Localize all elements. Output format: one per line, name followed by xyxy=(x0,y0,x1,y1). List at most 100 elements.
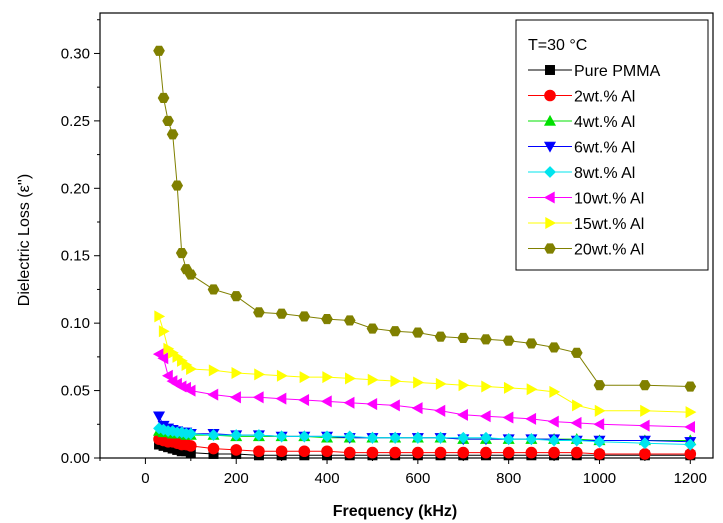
data-point xyxy=(275,308,288,319)
data-point xyxy=(184,269,197,280)
data-point xyxy=(252,391,264,404)
data-point xyxy=(549,385,561,398)
plot-frame xyxy=(99,12,714,459)
data-point xyxy=(525,433,538,446)
x-tick-label: 400 xyxy=(315,470,340,487)
data-point xyxy=(594,404,606,417)
data-point xyxy=(412,327,424,338)
data-point xyxy=(593,418,605,431)
x-tick-label: 1000 xyxy=(583,470,616,487)
data-point xyxy=(593,448,606,460)
data-point xyxy=(411,431,424,444)
data-point xyxy=(253,429,265,442)
data-point xyxy=(253,307,265,318)
data-point xyxy=(184,384,196,397)
legend-label: 15wt.% Al xyxy=(574,216,644,233)
data-point xyxy=(548,434,560,447)
data-point xyxy=(345,372,356,385)
data-point xyxy=(275,430,288,443)
series-line xyxy=(158,353,691,428)
data-point xyxy=(390,375,402,388)
series-5 xyxy=(153,422,697,451)
data-point xyxy=(593,435,606,448)
y-tick-label: 0.05 xyxy=(61,383,90,400)
data-point xyxy=(480,334,492,345)
data-point xyxy=(480,446,492,459)
series-2 xyxy=(153,433,697,460)
data-point xyxy=(153,411,166,423)
data-point xyxy=(434,331,447,342)
data-point xyxy=(525,412,537,425)
data-point xyxy=(389,399,400,412)
legend: T=30 °C Pure PMMA 2wt.% Al 4wt.% Al 6wt.% Al… xyxy=(515,19,709,271)
data-point xyxy=(503,381,515,394)
data-point xyxy=(157,92,170,104)
data-point xyxy=(480,431,492,444)
data-point xyxy=(230,429,243,442)
data-point xyxy=(158,325,170,338)
y-tick-label: 0.10 xyxy=(61,315,90,332)
data-point xyxy=(343,446,356,459)
data-point xyxy=(175,247,188,259)
data-point xyxy=(413,376,424,389)
legend-label: 4wt.% Al xyxy=(574,114,635,131)
data-point xyxy=(161,369,173,382)
series-group xyxy=(152,45,697,461)
data-point xyxy=(457,408,468,421)
legend-label: 8wt.% Al xyxy=(574,165,635,182)
plot-area-border xyxy=(99,12,714,459)
data-point xyxy=(230,291,243,302)
data-point xyxy=(434,446,447,459)
data-point xyxy=(502,411,514,424)
legend-item: Pure PMMA xyxy=(528,63,661,80)
data-point xyxy=(593,380,606,391)
series-6 xyxy=(152,348,695,433)
data-point xyxy=(166,129,179,140)
legend-marker xyxy=(544,89,556,102)
data-point xyxy=(526,383,538,396)
data-point xyxy=(366,398,378,411)
data-point xyxy=(343,315,356,326)
data-point xyxy=(275,445,288,458)
data-point xyxy=(298,311,311,322)
data-point xyxy=(411,402,423,415)
x-tick-label: 200 xyxy=(224,470,249,487)
data-point xyxy=(684,381,697,392)
data-point xyxy=(457,431,470,444)
data-point xyxy=(366,431,379,444)
data-point xyxy=(481,380,493,393)
data-point xyxy=(298,394,310,407)
y-tick-label: 0.25 xyxy=(61,113,90,130)
data-point xyxy=(570,347,583,358)
data-point xyxy=(208,364,220,377)
data-point xyxy=(570,416,582,429)
data-point xyxy=(207,429,220,442)
x-tick-label: 800 xyxy=(496,470,521,487)
data-point xyxy=(153,45,165,56)
data-point xyxy=(502,433,515,446)
legend-item: 20wt.% Al xyxy=(528,242,644,259)
data-point xyxy=(207,284,220,295)
data-point xyxy=(299,371,311,384)
data-point xyxy=(548,342,560,353)
legend-marker xyxy=(545,65,555,75)
data-point xyxy=(572,399,583,412)
data-point xyxy=(570,446,583,459)
data-point xyxy=(457,446,470,459)
legend-marker xyxy=(543,191,555,204)
legend-item: 2wt.% Al xyxy=(528,89,635,106)
legend-label: 2wt.% Al xyxy=(574,89,635,106)
data-point xyxy=(276,369,288,382)
data-point xyxy=(207,388,219,401)
legend-marker xyxy=(544,243,556,254)
data-point xyxy=(389,431,402,444)
data-point xyxy=(184,427,197,440)
data-point xyxy=(171,180,184,191)
data-point xyxy=(321,445,333,458)
data-point xyxy=(685,406,697,419)
data-point xyxy=(389,326,401,337)
legend-item: 6wt.% Al xyxy=(528,140,635,157)
data-point xyxy=(230,391,241,404)
data-point xyxy=(231,367,243,380)
